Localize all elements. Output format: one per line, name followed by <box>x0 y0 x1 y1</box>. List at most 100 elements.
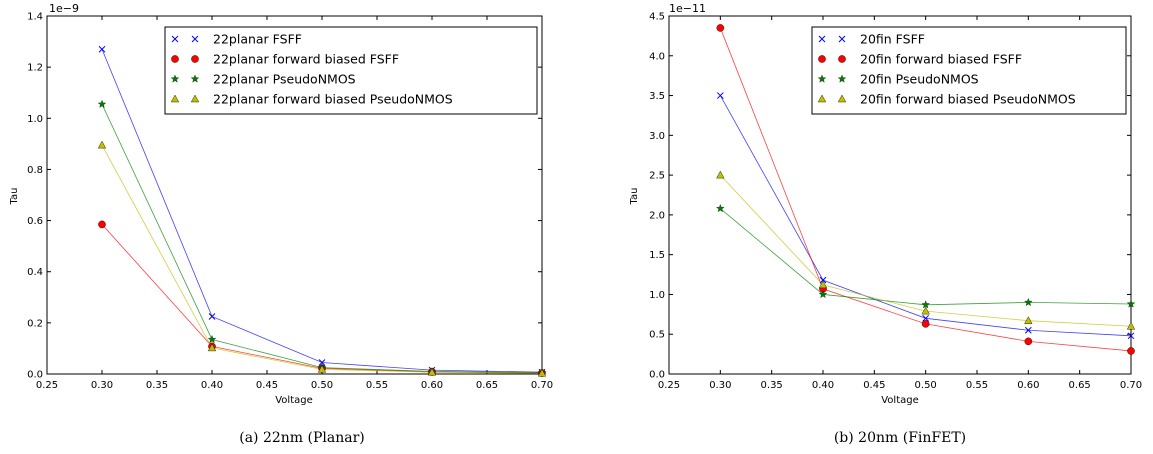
legend-marker <box>170 74 180 83</box>
data-point <box>921 300 930 309</box>
x-tick-label: 0.55 <box>366 380 388 391</box>
legend-marker <box>190 74 200 83</box>
series-markers <box>716 24 1136 355</box>
legend-label: 22planar PseudoNMOS <box>213 72 356 87</box>
data-point <box>716 92 724 99</box>
y-tick-label: 0.0 <box>649 370 665 381</box>
x-tick-label: 0.25 <box>658 380 680 391</box>
legend: 22planar FSFF 22planar forward biased FSF… <box>164 26 538 115</box>
x-axis-label: Voltage <box>881 395 919 406</box>
series-line <box>720 208 1132 306</box>
legend-marker <box>171 55 179 63</box>
y-tick-label: 1.4 <box>27 12 43 23</box>
y-tick-label: 1.5 <box>649 250 665 261</box>
x-tick-label: 0.70 <box>531 380 553 391</box>
x-tick-label: 0.50 <box>915 380 937 391</box>
chart-panel-finfet: 0.25 0.30 0.35 0.40 0.45 0.50 0.55 0.60 0.65 0.70… <box>629 2 1142 446</box>
y-tick-label: 1.0 <box>649 290 665 301</box>
plot-frame <box>46 15 543 375</box>
chart-caption: (b) 20nm (FinFET) <box>834 430 966 446</box>
legend-box <box>164 26 538 115</box>
x-tick-label: 0.45 <box>863 380 885 391</box>
legend-label: 20fin PseudoNMOS <box>860 72 979 87</box>
y-tick-label: 1.0 <box>27 114 43 125</box>
y-tick-label: 0.5 <box>649 330 665 341</box>
legend: 20fin FSFF 20fin forward biased FSFF 20fin… <box>811 26 1127 115</box>
x-tick-label: 0.30 <box>709 380 731 391</box>
data-point <box>98 45 106 53</box>
data-point <box>922 314 930 322</box>
data-point <box>1126 299 1136 308</box>
x-tick-label: 0.25 <box>36 380 58 391</box>
x-tick-label: 0.45 <box>256 380 278 391</box>
x-tick-label: 0.55 <box>966 380 988 391</box>
y-tick-label: 4.5 <box>649 12 665 23</box>
x-tick-label: 0.70 <box>1120 380 1142 391</box>
data-point <box>716 24 725 32</box>
data-point <box>818 290 828 299</box>
chart-panel-planar: 0.25 0.30 0.35 0.40 0.45 0.50 0.55 0.60 0.65 0.70… <box>9 2 553 446</box>
y-multiplier: 1e−11 <box>669 2 706 15</box>
data-point <box>207 343 217 352</box>
legend-label: 22planar FSFF <box>213 32 302 47</box>
x-axis: 0.25 0.30 0.35 0.40 0.45 0.50 0.55 0.60 0.65 0.70 <box>658 16 1142 391</box>
x-tick-label: 0.65 <box>1069 380 1091 391</box>
legend-marker <box>171 35 179 43</box>
legend-marker <box>191 35 199 43</box>
y-tick-label: 2.0 <box>649 210 665 221</box>
legend-box <box>811 26 1127 115</box>
chart-caption: (a) 22nm (Planar) <box>239 430 365 446</box>
legend-marker <box>170 94 180 103</box>
data-point <box>1127 332 1135 340</box>
x-tick-label: 0.50 <box>311 380 333 391</box>
legend-marker <box>838 35 846 43</box>
legend-marker <box>818 55 826 63</box>
legend-label: 22planar forward biased PseudoNMOS <box>213 92 453 107</box>
y-axis-label: Tau <box>629 188 640 206</box>
y-tick-label: 3.0 <box>649 131 665 142</box>
data-point <box>1024 297 1033 306</box>
y-tick-label: 2.5 <box>649 171 665 182</box>
legend-marker <box>837 74 847 83</box>
series-line <box>101 144 543 374</box>
legend-marker <box>838 55 846 63</box>
y-tick-label: 3.5 <box>649 91 665 102</box>
data-point <box>1024 326 1032 334</box>
series-markers <box>97 45 547 377</box>
x-tick-label: 0.60 <box>1017 380 1039 391</box>
data-point <box>318 359 326 366</box>
y-axis-label: Tau <box>9 188 20 206</box>
data-point <box>537 368 547 377</box>
x-tick-label: 0.40 <box>812 380 834 391</box>
data-point <box>208 313 216 320</box>
y-axis: 0.0 0.5 1.0 1.5 2.0 2.5 3.0 3.5 4.0 4.5 <box>649 12 1131 381</box>
data-point <box>97 140 107 149</box>
data-point <box>921 320 930 328</box>
x-axis-label: Voltage <box>275 395 313 406</box>
legend-marker <box>817 94 827 103</box>
legend-marker <box>837 94 847 103</box>
series-line <box>719 95 1132 337</box>
y-tick-label: 0.8 <box>27 165 43 176</box>
data-point <box>427 367 437 376</box>
legend-marker <box>191 55 199 63</box>
x-tick-label: 0.65 <box>476 380 498 391</box>
data-point <box>317 364 327 373</box>
data-point <box>716 170 725 179</box>
legend-label: 22planar forward biased FSFF <box>213 52 399 67</box>
data-point <box>1126 321 1136 330</box>
data-point <box>818 280 828 289</box>
legend-marker <box>190 94 200 103</box>
y-tick-label: 4.0 <box>649 51 665 62</box>
data-point <box>1024 337 1033 346</box>
legend-marker <box>818 35 826 43</box>
y-axis: 0.0 0.2 0.4 0.6 0.8 1.0 1.2 1.4 <box>27 12 542 381</box>
y-tick-label: 0.2 <box>27 318 43 329</box>
x-tick-label: 0.35 <box>146 380 168 391</box>
y-tick-label: 0.6 <box>27 216 43 227</box>
y-tick-label: 0.0 <box>27 370 43 381</box>
legend-label: 20fin FSFF <box>860 32 925 47</box>
data-point <box>819 276 827 284</box>
x-tick-label: 0.60 <box>421 380 443 391</box>
